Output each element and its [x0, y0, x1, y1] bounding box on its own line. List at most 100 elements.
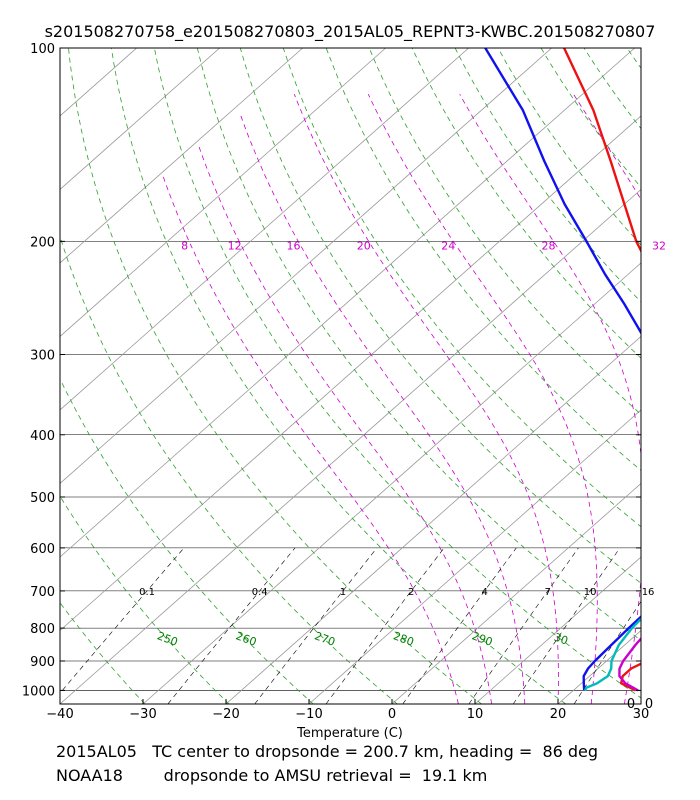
isotherm: [60, 48, 635, 558]
corner-mark: 0: [627, 697, 635, 712]
mixing-ratio-label: 10: [584, 587, 597, 598]
saturation-adiabat-label: 20: [357, 239, 371, 252]
saturation-adiabat: [198, 145, 492, 704]
x-tick-label: 20: [550, 707, 567, 722]
background-grid: [0, 48, 700, 704]
isotherm: [308, 409, 641, 704]
isotherm: [640, 703, 641, 704]
isotherm: [225, 335, 641, 704]
footer-line-storm: 2015AL05 TC center to dropsonde = 200.7 …: [56, 742, 599, 761]
mixing-ratio-label: 7: [545, 587, 551, 598]
x-tick-label: −10: [295, 707, 322, 722]
cyan-profile-line: [583, 617, 641, 691]
dry-adiabat: [111, 48, 566, 704]
dry-adiabat: [196, 48, 641, 641]
mixing-ratio-line: [60, 547, 185, 694]
mixing-ratio-line: [254, 547, 378, 704]
saturation-adiabat-label: 32: [652, 239, 666, 252]
isotherm: [557, 629, 641, 704]
dry-adiabat: [60, 377, 314, 704]
saturation-adiabat: [293, 94, 559, 704]
mixing-ratio-line: [325, 547, 445, 704]
isotherm: [60, 48, 469, 411]
chart-title: s201508270758_e201508270803_2015AL05_REP…: [45, 22, 656, 42]
y-tick-label: 900: [30, 655, 55, 670]
isotherm: [60, 48, 386, 337]
x-tick-label: −40: [46, 707, 73, 722]
y-tick-label: 1000: [22, 684, 55, 699]
isotherm: [60, 48, 303, 264]
dry-adiabat: [60, 235, 398, 704]
isotherm: [0, 48, 54, 704]
footer-line-satellite: NOAA18 dropsonde to AMSU retrieval = 19.…: [56, 766, 488, 785]
dry-adiabat: [368, 48, 641, 415]
dry-adiabat: [670, 48, 700, 704]
mixing-ratio-line: [573, 600, 641, 704]
mixing-ratio-line: [468, 547, 579, 704]
isotherm: [60, 48, 137, 117]
plot-frame: [59, 47, 642, 705]
y-tick-label: 200: [30, 235, 55, 250]
dry-adiabat: [411, 48, 641, 359]
y-tick-label: 100: [30, 42, 55, 57]
saturation-adiabat: [162, 175, 459, 704]
isotherm: [391, 482, 641, 704]
saturation-adiabat-label: 16: [287, 239, 301, 252]
saturation-adiabat: [239, 112, 526, 704]
dry-adiabat: [239, 48, 641, 584]
mixing-ratio-line: [167, 547, 296, 704]
mixing-ratio-label: 2: [408, 587, 414, 598]
dry-adiabat: [68, 48, 482, 704]
dry-adiabat-label: 250: [155, 629, 179, 648]
magenta-profile-line: [618, 636, 641, 692]
dry-adiabat: [60, 495, 230, 704]
y-tick-label: 400: [30, 429, 55, 444]
dry-adiabat: [154, 48, 641, 699]
dry-adiabat: [60, 702, 62, 704]
y-tick-label: 700: [30, 585, 55, 600]
x-tick-label: −20: [212, 707, 239, 722]
dewpoint-line: [484, 48, 641, 691]
dry-adiabat-label: 270: [313, 629, 337, 648]
mixing-ratio-label: 1: [340, 587, 346, 598]
x-axis-label: Temperature (C): [296, 726, 403, 741]
mixing-ratio-label: 0.4: [252, 587, 268, 598]
y-tick-label: 500: [30, 491, 55, 506]
dry-adiabat: [454, 48, 641, 303]
isotherm: [60, 115, 641, 632]
mixing-ratio-line: [402, 547, 517, 704]
saturation-adiabat-label: 28: [542, 239, 556, 252]
isotherm: [60, 188, 641, 704]
saturation-adiabat-label: 12: [228, 239, 242, 252]
x-tick-label: 10: [467, 707, 484, 722]
dry-adiabat-label: 280: [391, 629, 415, 648]
y-tick-label: 300: [30, 348, 55, 363]
corner-mark: 0: [645, 697, 653, 712]
saturation-adiabat: [573, 93, 641, 201]
dry-adiabat-label: 290: [470, 629, 494, 648]
saturation-adiabat: [367, 94, 598, 704]
saturation-adiabat-label: 24: [441, 239, 455, 252]
dry-adiabat-label: 260: [234, 629, 258, 648]
dry-adiabat: [497, 48, 641, 246]
x-tick-label: 0: [388, 707, 396, 722]
dry-adiabat-label: 30: [552, 631, 570, 648]
x-tick-label: −30: [129, 707, 156, 722]
dry-adiabat: [583, 48, 641, 130]
x-tick-label: 30: [633, 707, 650, 722]
mixing-ratio-line: [512, 547, 621, 704]
y-tick-label: 600: [30, 542, 55, 557]
temperature-line: [563, 48, 641, 692]
saturation-adiabat-label: 8: [181, 239, 188, 252]
mixing-ratio-label: 4: [481, 587, 487, 598]
isotherm: [142, 262, 641, 704]
dry-adiabat: [282, 48, 641, 528]
y-tick-label: 800: [30, 622, 55, 637]
dry-adiabat: [540, 48, 641, 188]
dry-adiabat: [60, 602, 146, 704]
isotherm: [60, 48, 220, 190]
saturation-adiabat: [459, 94, 641, 704]
isotherm: [60, 48, 552, 485]
